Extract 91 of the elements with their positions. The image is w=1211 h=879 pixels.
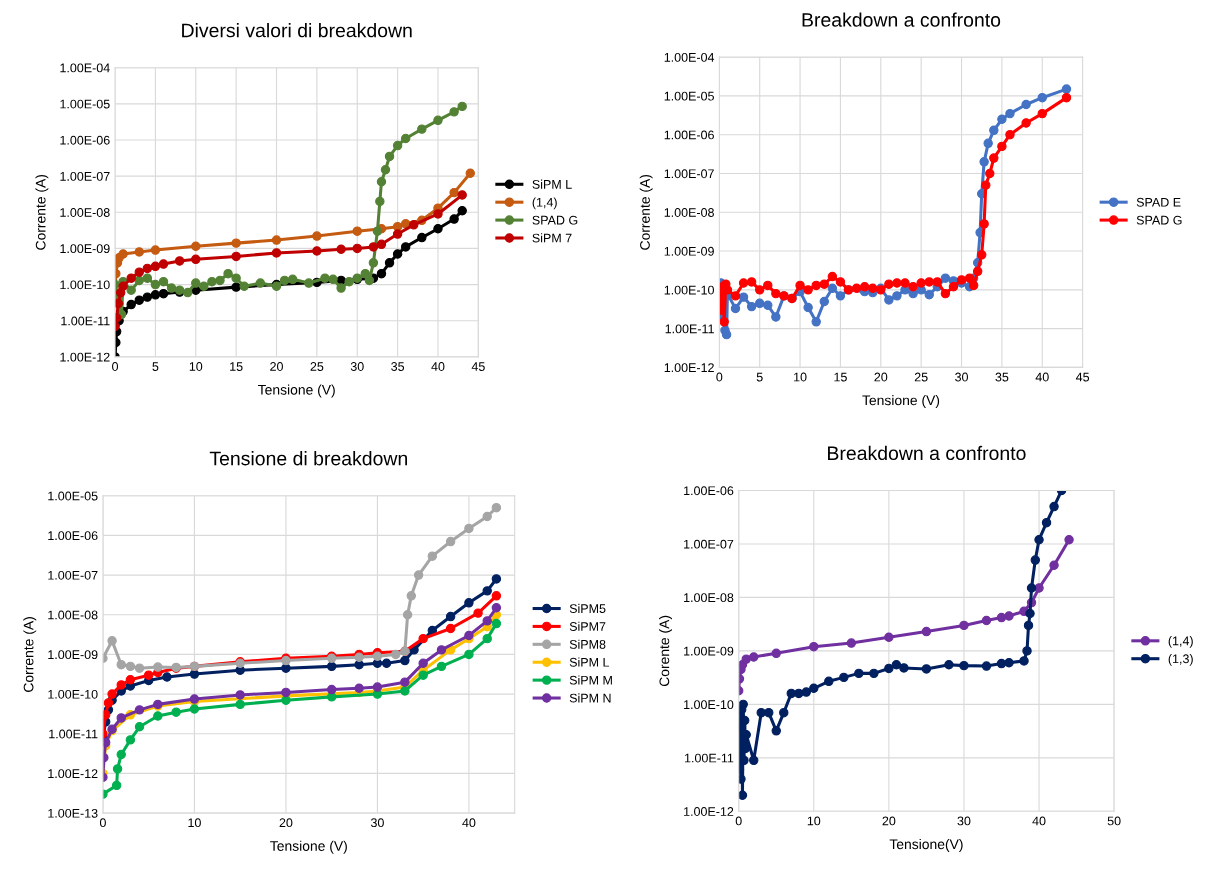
y-tick-label: 1.00E-05: [664, 91, 714, 101]
x-tick-label: 30: [957, 816, 971, 826]
x-tick-label: 45: [471, 362, 485, 371]
y-tick-label: 1.00E-09: [664, 246, 714, 256]
legend-label: SiPM N: [569, 693, 611, 703]
legend-label: SiPM8: [569, 639, 606, 649]
legend-label: SiPM5: [569, 603, 606, 614]
y-tick-label: 1.00E-10: [664, 285, 714, 295]
y-tick-label: 1.00E-07: [664, 169, 714, 179]
y-tick-label: 1.00E-05: [48, 491, 98, 501]
y-tick-label: 1.00E-10: [48, 689, 98, 699]
x-tick-label: 10: [188, 818, 201, 828]
y-tick-label: 1.00E-07: [48, 570, 98, 580]
x-tick-label: 5: [152, 362, 159, 371]
y-axis-title: Corrente (A): [639, 174, 653, 250]
y-axis-title: Corrente (A): [23, 617, 37, 692]
y-tick-label: 1.00E-10: [60, 280, 110, 290]
x-tick-label: 0: [112, 362, 119, 371]
y-tick-label: 1.00E-13: [48, 808, 98, 818]
legend-label: SPAD G: [1136, 215, 1182, 225]
x-tick-label: 10: [794, 372, 807, 382]
x-tick-label: 10: [807, 816, 821, 826]
x-axis-title: Tensione (V): [862, 395, 940, 408]
x-tick-label: 40: [1035, 372, 1049, 382]
legend-label: (1,4): [1168, 636, 1193, 648]
x-axis-title: Tensione (V): [258, 384, 335, 398]
legend-label: SiPM L: [532, 179, 572, 189]
x-tick-label: 35: [995, 372, 1009, 382]
y-tick-label: 1.00E-06: [60, 135, 110, 145]
legend-label: SPAD E: [1136, 197, 1181, 207]
chart-title: Diversi valori di breakdown: [182, 23, 412, 38]
x-tick-label: 20: [279, 818, 293, 828]
x-tick-label: 20: [270, 362, 283, 371]
x-tick-label: 25: [914, 372, 928, 382]
x-tick-label: 25: [310, 362, 324, 371]
legend-label: SiPM M: [569, 675, 612, 685]
legend-label: SPAD G: [532, 215, 578, 225]
x-axis-title: Tensione (V): [270, 840, 347, 854]
chart-title: Breakdown a confronto: [802, 12, 1001, 27]
legend-label: (1,3): [1168, 654, 1193, 666]
y-tick-label: 1.00E-09: [684, 646, 734, 656]
x-tick-label: 15: [230, 362, 243, 371]
x-tick-label: 20: [882, 816, 896, 826]
x-tick-label: 30: [955, 372, 968, 382]
y-tick-label: 1.00E-09: [60, 244, 110, 254]
x-tick-label: 5: [756, 372, 763, 382]
y-tick-label: 1.00E-08: [684, 593, 734, 603]
y-axis-title: Corrente (A): [35, 174, 49, 250]
y-tick-label: 1.00E-06: [48, 531, 98, 541]
x-tick-label: 0: [735, 816, 742, 826]
y-tick-label: 1.00E-11: [665, 324, 714, 334]
y-tick-label: 1.00E-06: [664, 130, 714, 140]
x-tick-label: 30: [370, 818, 384, 828]
y-tick-label: 1.00E-08: [48, 610, 98, 620]
x-tick-label: 45: [1075, 372, 1090, 382]
x-tick-label: 20: [874, 372, 888, 382]
x-tick-label: 0: [716, 372, 723, 382]
x-tick-label: 0: [99, 818, 106, 828]
y-tick-label: 1.00E-07: [684, 539, 734, 549]
chart-title: Breakdown a confronto: [828, 445, 1026, 461]
x-tick-label: 40: [1032, 816, 1046, 826]
y-tick-label: 1.00E-11: [61, 316, 110, 326]
legend-label: SiPM L: [569, 657, 610, 667]
y-tick-label: 1.00E-04: [60, 63, 110, 73]
legend-label: SiPM 7: [532, 233, 572, 243]
y-tick-label: 1.00E-08: [60, 208, 110, 217]
y-tick-label: 1.00E-12: [48, 769, 98, 779]
x-tick-label: 50: [1107, 816, 1121, 826]
x-tick-label: 30: [350, 362, 364, 371]
y-tick-label: 1.00E-10: [684, 700, 734, 710]
y-tick-label: 1.00E-06: [684, 486, 734, 496]
y-tick-label: 1.00E-05: [60, 99, 110, 109]
y-axis-title: Corente (A): [659, 615, 672, 687]
y-tick-label: 1.00E-04: [664, 52, 715, 62]
y-tick-label: 1.00E-07: [60, 171, 110, 181]
x-axis-title: Tensione(V): [889, 838, 963, 852]
y-tick-label: 1.00E-09: [48, 650, 98, 660]
y-tick-label: 1.00E-11: [685, 753, 734, 763]
y-tick-label: 1.00E-12: [664, 363, 714, 373]
y-tick-label: 1.00E-08: [664, 208, 714, 217]
x-tick-label: 15: [834, 372, 847, 382]
y-tick-label: 1.00E-12: [60, 352, 110, 362]
chart-title: Tensione di breakdown: [209, 451, 407, 466]
y-tick-label: 1.00E-11: [49, 729, 98, 739]
legend-label: (1,4): [532, 197, 557, 210]
x-tick-label: 40: [462, 818, 476, 828]
legend-label: SiPM7: [569, 621, 606, 631]
x-tick-label: 10: [189, 362, 203, 371]
x-tick-label: 40: [431, 362, 445, 371]
y-tick-label: 1.00E-12: [684, 807, 734, 816]
x-tick-label: 35: [391, 362, 405, 371]
